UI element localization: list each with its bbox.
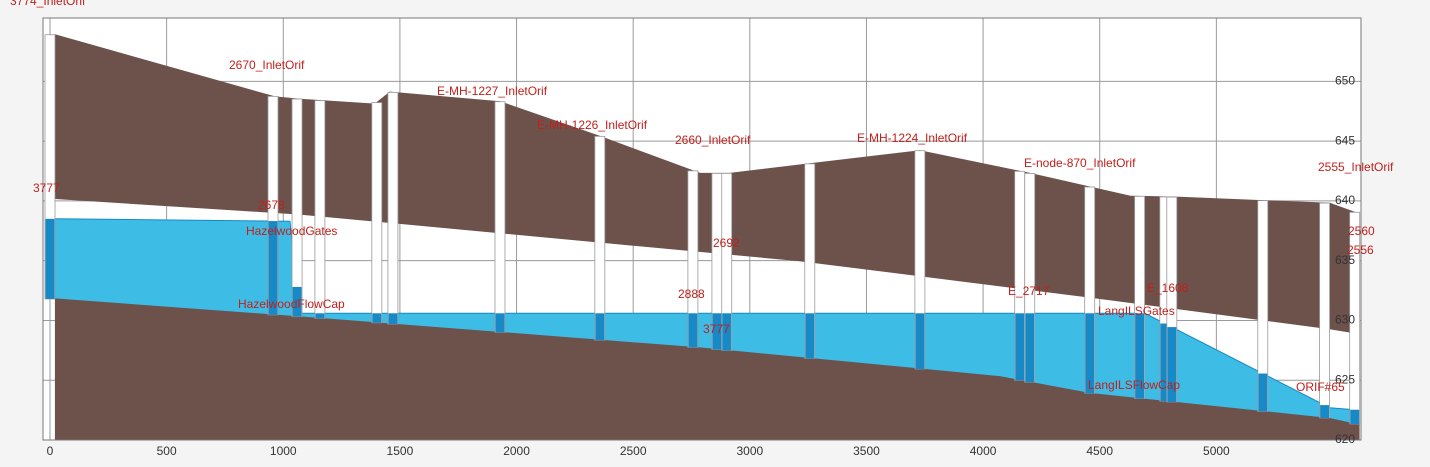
node-annotation: 2888 xyxy=(678,287,705,301)
node-shaft xyxy=(314,100,326,319)
x-tick-label: 2500 xyxy=(620,444,647,458)
y-tick-label: 620 xyxy=(1335,432,1355,446)
y-tick-label: 640 xyxy=(1335,193,1355,207)
x-tick-label: 1000 xyxy=(270,444,297,458)
node-water xyxy=(805,313,815,359)
node-annotation: 2678 xyxy=(258,198,285,212)
node-annotation: 3777 xyxy=(33,181,60,195)
x-tick-label: 4500 xyxy=(1086,444,1113,458)
x-tick-label: 500 xyxy=(157,444,177,458)
x-tick-label: 5000 xyxy=(1203,444,1230,458)
soil-lower xyxy=(54,298,1360,440)
node-water xyxy=(1167,327,1177,402)
node-water xyxy=(372,313,382,323)
node-water xyxy=(1015,313,1025,381)
node-annotation: E-node-870_InletOrif xyxy=(1024,156,1136,170)
node-annotation: E_1608 xyxy=(1147,281,1189,295)
node-annotation: 2556 xyxy=(1347,243,1374,257)
x-tick-label: 3500 xyxy=(853,444,880,458)
x-tick-label: 1500 xyxy=(387,444,414,458)
node-annotation: 2670_InletOrif xyxy=(229,58,305,72)
node-water xyxy=(915,313,925,370)
node-water xyxy=(1135,313,1145,399)
node-water xyxy=(45,218,55,299)
node-water xyxy=(1085,313,1095,394)
node-annotation: E-MH-1226_InletOrif xyxy=(537,118,648,132)
node-water xyxy=(315,313,325,319)
x-tick-label: 4000 xyxy=(970,444,997,458)
node-water xyxy=(495,313,505,333)
x-tick-label: 0 xyxy=(47,444,54,458)
crown-line xyxy=(54,198,1360,335)
node-water xyxy=(292,286,302,317)
node-water xyxy=(1350,409,1360,424)
x-tick-label: 3000 xyxy=(736,444,763,458)
node-annotation: E_2717 xyxy=(1008,284,1050,298)
node-annotation: E-MH-1227_InletOrif xyxy=(437,84,548,98)
node-water xyxy=(1160,323,1170,402)
node-water xyxy=(1320,405,1330,418)
node-annotation: 2560 xyxy=(1348,224,1375,238)
node-shaft xyxy=(267,95,279,316)
y-tick-label: 630 xyxy=(1335,313,1355,327)
node-shaft xyxy=(387,91,399,325)
x-tick-label: 2000 xyxy=(503,444,530,458)
node-water xyxy=(688,313,698,348)
node-annotation: 2692 xyxy=(713,236,740,250)
node-annotation: HazelwoodGates xyxy=(246,224,337,238)
node-annotation: 3774_InletOrif xyxy=(10,0,86,8)
node-water xyxy=(722,313,732,351)
node-shaft xyxy=(371,102,383,324)
node-water xyxy=(268,221,278,315)
node-annotation: LangILSGates xyxy=(1098,304,1175,318)
node-water xyxy=(1025,313,1035,383)
node-water xyxy=(712,313,722,350)
node-water xyxy=(388,313,398,325)
node-shaft xyxy=(594,135,606,341)
node-shaft xyxy=(291,98,303,318)
node-annotation: ORIF#65 xyxy=(1296,380,1345,394)
node-water xyxy=(1258,373,1268,412)
node-annotation: 3777 xyxy=(703,322,730,336)
y-tick-label: 650 xyxy=(1335,74,1355,88)
node-annotation: E-MH-1224_InletOrif xyxy=(857,131,968,145)
node-annotation: 2660_InletOrif xyxy=(675,133,751,147)
y-tick-label: 645 xyxy=(1335,133,1355,147)
node-shaft xyxy=(1319,202,1331,419)
node-water xyxy=(595,313,605,341)
node-annotation: HazelwoodFlowCap xyxy=(238,297,345,311)
y-tick-label: 625 xyxy=(1335,372,1355,386)
plot-frame xyxy=(42,17,1362,441)
y-tick-label: 635 xyxy=(1335,253,1355,267)
node-shaft xyxy=(494,101,506,333)
node-annotation: LangILSFlowCap xyxy=(1088,378,1180,392)
node-annotation: 2555_InletOrif xyxy=(1318,160,1394,174)
